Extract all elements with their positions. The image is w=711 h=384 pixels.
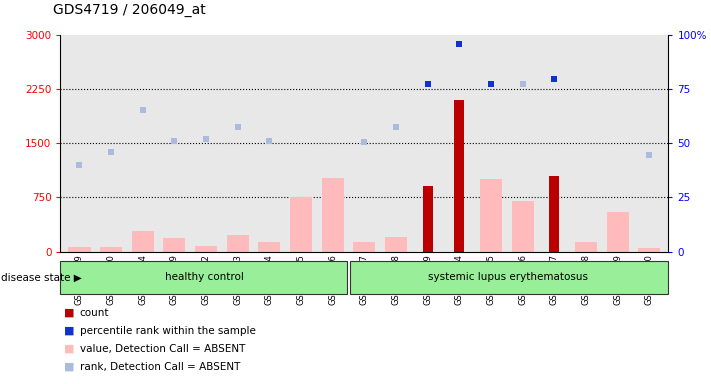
Text: count: count <box>80 308 109 318</box>
Bar <box>60 261 346 294</box>
Text: healthy control: healthy control <box>165 272 244 283</box>
Bar <box>132 231 154 252</box>
Bar <box>321 178 344 252</box>
Text: ■: ■ <box>64 344 75 354</box>
Bar <box>638 248 661 252</box>
Bar <box>290 197 312 252</box>
Bar <box>606 212 629 252</box>
Text: value, Detection Call = ABSENT: value, Detection Call = ABSENT <box>80 344 245 354</box>
Bar <box>480 179 502 252</box>
Bar <box>68 247 90 252</box>
Bar <box>195 246 217 252</box>
Text: ■: ■ <box>64 308 75 318</box>
Bar <box>351 261 668 294</box>
Bar <box>423 187 433 252</box>
Bar <box>454 100 464 252</box>
Bar <box>550 175 560 252</box>
Bar <box>575 242 597 252</box>
Text: disease state ▶: disease state ▶ <box>1 272 82 283</box>
Text: GDS4719 / 206049_at: GDS4719 / 206049_at <box>53 3 206 17</box>
Text: ■: ■ <box>64 326 75 336</box>
Bar <box>512 201 534 252</box>
Text: systemic lupus erythematosus: systemic lupus erythematosus <box>428 272 589 283</box>
Text: rank, Detection Call = ABSENT: rank, Detection Call = ABSENT <box>80 362 240 372</box>
Text: percentile rank within the sample: percentile rank within the sample <box>80 326 255 336</box>
Bar <box>353 242 375 252</box>
Bar <box>164 238 186 252</box>
Bar <box>100 247 122 252</box>
Bar <box>227 235 249 252</box>
Bar <box>385 237 407 252</box>
Text: ■: ■ <box>64 362 75 372</box>
Bar <box>258 242 280 252</box>
